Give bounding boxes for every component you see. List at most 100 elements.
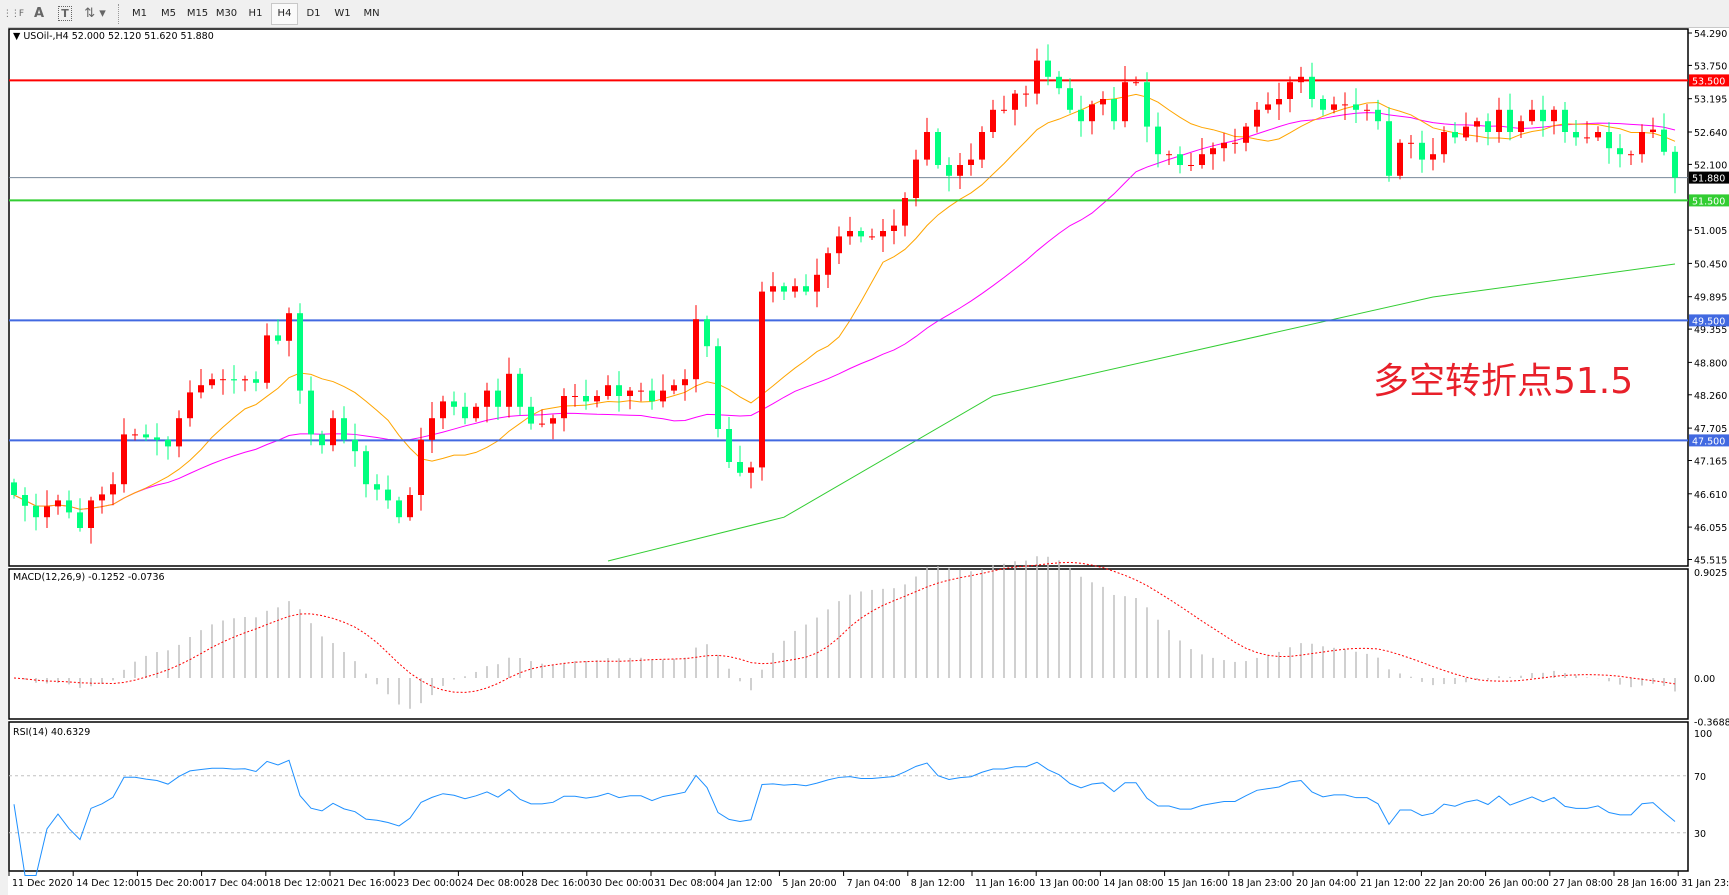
candle-bear	[385, 489, 391, 501]
candle-bear	[1045, 60, 1051, 77]
candle-bear	[1452, 132, 1458, 138]
candle-bull	[1595, 132, 1601, 138]
time-label: 21 Dec 16:00	[333, 878, 397, 889]
candle-bull	[209, 379, 215, 386]
candle-bull	[869, 236, 875, 238]
candle-bear	[22, 495, 28, 506]
time-label: 18 Dec 12:00	[269, 878, 333, 889]
candle-bear	[363, 451, 369, 485]
candle-bull	[1496, 109, 1502, 132]
macd-tick-label: 0.00	[1694, 674, 1715, 685]
candle-bear	[946, 165, 952, 176]
candle-bull	[594, 396, 600, 402]
candle-bull	[638, 390, 644, 392]
candle-bull	[1342, 104, 1348, 106]
candle-bear	[374, 484, 380, 490]
candle-bull	[473, 406, 479, 419]
rsi-tick-label: 100	[1694, 729, 1712, 740]
price-tick-label: 53.195	[1694, 95, 1727, 106]
candle-bear	[781, 286, 787, 292]
time-label: 30 Dec 00:00	[590, 878, 654, 889]
candle-bull	[880, 231, 886, 237]
price-tick-label: 47.705	[1694, 424, 1727, 435]
candle-bear	[1507, 109, 1513, 132]
candle-bull	[1584, 137, 1590, 139]
candle-bear	[77, 512, 83, 528]
timeframe-m5[interactable]: M5	[161, 8, 176, 19]
text-label-icon[interactable]: T	[52, 3, 78, 25]
timeframe-d1[interactable]: D1	[306, 8, 321, 19]
candle-bull	[1441, 132, 1447, 155]
candle-bear	[1661, 129, 1667, 152]
price-tick-label: 53.750	[1694, 61, 1727, 72]
candle-bear	[275, 335, 281, 341]
candle-bull	[121, 434, 127, 485]
candle-bull	[1243, 126, 1249, 143]
rsi-line	[13, 759, 1676, 876]
toolbar-separator	[118, 3, 120, 24]
timeframe-m30[interactable]: M30	[215, 8, 238, 19]
timeframe-h4[interactable]: H4	[271, 2, 298, 25]
candle-bear	[1144, 82, 1150, 127]
timeframe-bar: M1 M5 M15 M30 H1 H4 D1 W1 MN	[126, 2, 385, 25]
arrows-icon[interactable]: ⇅ ▾	[84, 6, 106, 21]
candle-bull	[1221, 142, 1227, 149]
candle-bear	[1617, 148, 1623, 155]
price-tick-label: 49.895	[1694, 293, 1727, 304]
rsi-header: RSI(14) 40.6329	[13, 727, 91, 738]
macd-panel	[8, 568, 1689, 720]
left-strip	[0, 27, 8, 895]
candle-bull	[1397, 142, 1403, 176]
candle-bear	[495, 390, 501, 407]
candle-bear	[715, 346, 721, 429]
macd-header: MACD(12,26,9) -0.1252 -0.0736	[13, 572, 165, 583]
price-tick-label: 45.515	[1694, 556, 1727, 567]
timeframe-m1[interactable]: M1	[132, 8, 147, 19]
main-panel	[8, 28, 1689, 567]
candle-bear	[33, 505, 39, 518]
candle-bull	[913, 159, 919, 198]
level-label-bg	[1689, 314, 1729, 327]
rsi-panel	[8, 721, 1689, 872]
level-label-bg	[1689, 194, 1729, 207]
candle-bull	[770, 286, 776, 292]
candle-bull	[1034, 60, 1040, 94]
candle-bull	[88, 500, 94, 528]
candle-bull	[1364, 109, 1370, 111]
candle-bull	[1012, 93, 1018, 110]
candle-bear	[1309, 76, 1315, 99]
period-separator-icon[interactable]: ⋮⋮F	[2, 8, 24, 19]
candle-bear	[583, 396, 589, 402]
candle-bear	[352, 439, 358, 452]
candle-bull	[814, 274, 820, 292]
candle-bull	[1089, 104, 1095, 122]
candle-bull	[1408, 142, 1414, 144]
time-label: 15 Jan 16:00	[1168, 878, 1228, 889]
timeframe-m15[interactable]: M15	[186, 8, 209, 19]
candle-bull	[1628, 154, 1634, 156]
symbol-dropdown-icon[interactable]: ▼	[13, 31, 21, 42]
candle-bear	[1419, 142, 1425, 160]
timeframe-h1[interactable]: H1	[248, 8, 263, 19]
candle-bull	[682, 379, 688, 386]
time-label: 18 Jan 23:00	[1232, 878, 1292, 889]
text-icon[interactable]: A	[33, 6, 45, 21]
timeframe-w1[interactable]: W1	[334, 8, 351, 19]
current-price-label-bg	[1689, 171, 1729, 184]
candle-bull	[825, 253, 831, 275]
price-tick-label: 50.450	[1694, 259, 1727, 270]
time-label: 7 Jan 04:00	[847, 878, 901, 889]
candle-bull	[1100, 99, 1106, 105]
candle-bull	[539, 423, 545, 425]
timeframe-mn[interactable]: MN	[363, 8, 380, 19]
candle-bear	[1386, 121, 1392, 176]
time-label: 28 Jan 16:00	[1617, 878, 1677, 889]
time-label: 15 Dec 20:00	[140, 878, 204, 889]
candle-bull	[1331, 104, 1337, 110]
time-label: 14 Jan 08:00	[1103, 878, 1163, 889]
candle-bear	[1078, 109, 1084, 122]
candle-bull	[1650, 129, 1656, 132]
price-tick-label: 47.165	[1694, 457, 1727, 468]
candle-bull	[187, 392, 193, 419]
